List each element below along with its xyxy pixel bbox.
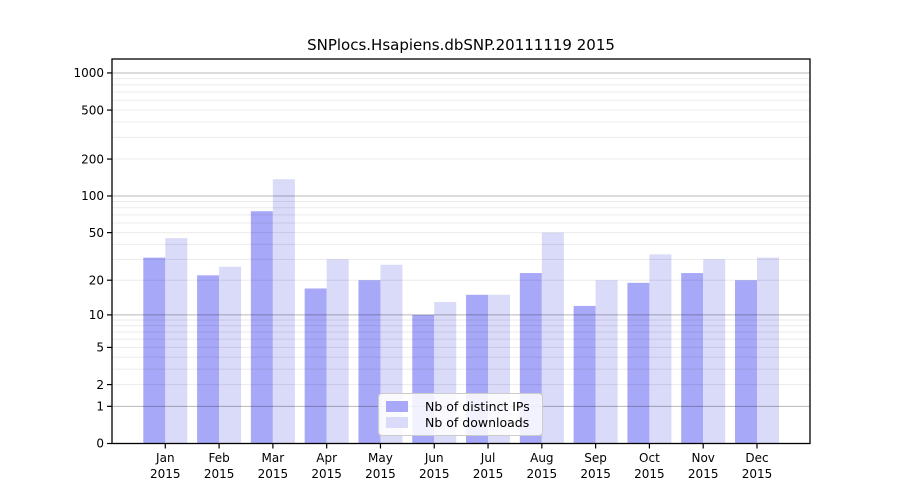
x-tick-label-year: 2015	[527, 467, 558, 481]
x-tick-label-month: Feb	[208, 451, 229, 465]
x-tick-label-year: 2015	[580, 467, 611, 481]
x-tick-label-month: Sep	[584, 451, 607, 465]
bar-downloads-oct	[649, 254, 672, 444]
bar-downloads-feb	[219, 266, 242, 444]
bar-downloads-mar	[272, 179, 295, 444]
x-tick-label-year: 2015	[311, 467, 342, 481]
chart-title: SNPlocs.Hsapiens.dbSNP.20111119 2015	[307, 36, 615, 54]
bar-distinct-ips-may	[358, 280, 381, 444]
y-tick-label: 2	[96, 378, 104, 392]
x-tick-label-year: 2015	[634, 467, 665, 481]
legend-label-downloads: Nb of downloads	[425, 415, 530, 430]
x-tick-label-month: Dec	[745, 451, 768, 465]
legend: Nb of distinct IPs Nb of downloads	[378, 393, 543, 436]
y-tick-label: 20	[89, 273, 104, 287]
x-tick-label-month: May	[368, 451, 393, 465]
legend-label-distinct-ips: Nb of distinct IPs	[425, 399, 530, 414]
x-tick-label-month: Jun	[424, 451, 444, 465]
bar-distinct-ips-oct	[627, 282, 650, 444]
legend-swatch-distinct-ips	[386, 401, 408, 412]
bar-downloads-dec	[756, 257, 779, 444]
y-tick-label: 500	[81, 103, 104, 117]
bar-downloads-nov	[703, 259, 726, 444]
bar-downloads-sep	[595, 280, 618, 444]
x-tick-label-month: Mar	[262, 451, 285, 465]
y-tick-label: 200	[81, 152, 104, 166]
x-tick-label-year: 2015	[473, 467, 504, 481]
y-tick-label: 0	[96, 437, 104, 451]
bar-distinct-ips-jan	[143, 257, 166, 444]
x-tick-label-year: 2015	[258, 467, 289, 481]
x-tick-label-year: 2015	[150, 467, 181, 481]
y-tick-label: 1	[96, 400, 104, 414]
x-tick-label-month: Jul	[480, 451, 495, 465]
y-tick-label: 10	[89, 308, 104, 322]
y-tick-label: 1000	[73, 66, 104, 80]
bar-distinct-ips-dec	[734, 280, 757, 444]
bar-distinct-ips-apr	[304, 288, 327, 444]
y-tick-label: 100	[81, 189, 104, 203]
y-tick-label: 5	[96, 341, 104, 355]
x-tick-label-year: 2015	[204, 467, 235, 481]
x-tick-label-month: Oct	[639, 451, 660, 465]
x-tick-label-month: Aug	[530, 451, 553, 465]
x-tick-label-year: 2015	[742, 467, 773, 481]
bar-distinct-ips-mar	[250, 211, 273, 444]
bar-distinct-ips-sep	[573, 305, 596, 444]
plot-frame	[111, 58, 811, 445]
legend-item-downloads: Nb of downloads	[386, 415, 534, 430]
legend-swatch-downloads	[386, 417, 408, 428]
bar-distinct-ips-nov	[681, 273, 704, 444]
x-tick-label-month: Jan	[155, 451, 175, 465]
x-tick-label-month: Apr	[316, 451, 337, 465]
x-tick-label-year: 2015	[419, 467, 450, 481]
bar-downloads-apr	[326, 259, 349, 444]
legend-item-distinct-ips: Nb of distinct IPs	[386, 399, 534, 414]
x-tick-label-year: 2015	[365, 467, 396, 481]
x-tick-label-year: 2015	[688, 467, 719, 481]
bar-downloads-aug	[541, 232, 564, 444]
y-tick-label: 50	[89, 226, 104, 240]
bar-distinct-ips-feb	[197, 275, 220, 444]
x-tick-label-month: Nov	[691, 451, 714, 465]
bar-downloads-jan	[165, 238, 188, 444]
